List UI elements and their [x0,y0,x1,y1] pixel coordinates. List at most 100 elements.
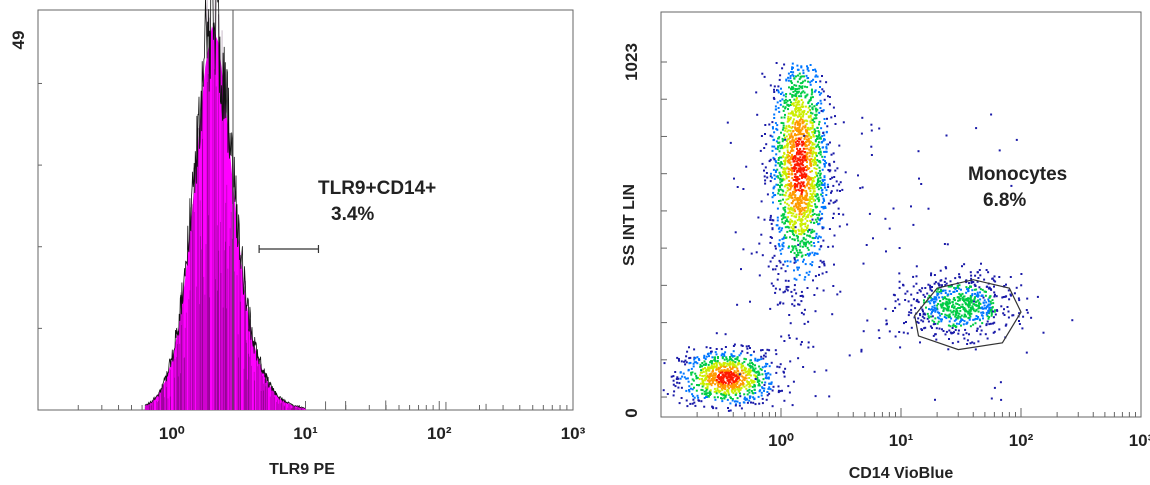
scatter-point [972,281,975,283]
scatter-point [792,246,795,249]
scatter-x-tick-label: 10² [1009,431,1034,450]
scatter-point [749,300,751,303]
scatter-point [724,392,727,395]
scatter-point [939,300,942,303]
scatter-point [686,405,689,408]
scatter-point [905,321,907,323]
scatter-point [780,116,783,119]
scatter-point [710,350,712,353]
scatter-point [819,107,822,109]
scatter-point [800,255,803,258]
scatter-point [808,228,811,231]
scatter-point [763,384,766,386]
scatter-point [709,352,712,355]
scatter-point [800,108,802,111]
scatter-point [701,392,704,395]
scatter-point [805,144,808,147]
scatter-point [676,356,679,359]
scatter-point [822,260,825,263]
scatter-point [815,110,818,113]
scatter-point [964,309,967,312]
scatter-point [807,207,810,210]
scatter-point [753,397,756,400]
scatter-point [764,372,767,375]
scatter-point [747,381,750,383]
scatter-point [794,194,797,197]
scatter-point [725,365,728,368]
scatter-point [792,71,795,74]
scatter-point [810,185,813,187]
scatter-point [718,363,721,366]
scatter-point [720,376,723,378]
scatter-point [784,201,786,204]
scatter-point [818,183,821,186]
scatter-point [753,384,756,387]
scatter-point [912,275,915,278]
scatter-point [973,283,976,286]
scatter-point [815,235,818,238]
scatter-point [812,345,815,348]
scatter-point [960,288,962,291]
scatter-point [731,399,734,402]
scatter-point [802,140,805,143]
scatter-point [795,75,797,78]
scatter-point [778,245,781,248]
scatter-point [729,376,732,379]
scatter-point [986,337,989,340]
scatter-point [933,274,936,276]
scatter-point [731,377,734,380]
scatter-point [804,166,807,169]
scatter-point [738,384,741,387]
scatter-point [783,178,786,181]
scatter-point [728,372,731,374]
scatter-point [790,71,793,73]
scatter-point [984,333,987,336]
scatter-point [803,172,806,175]
scatter-point [986,305,989,308]
scatter-point [822,132,825,134]
scatter-point [794,173,797,176]
scatter-point [780,87,782,90]
scatter-point [988,306,991,309]
scatter-point [988,300,990,303]
scatter-point [787,104,790,107]
scatter-point [781,247,784,250]
scatter-point [714,365,717,368]
scatter-point [917,301,920,304]
scatter-point [784,222,786,225]
scatter-point [787,76,790,79]
scatter-point [729,356,731,358]
scatter-point [805,215,808,218]
scatter-point [783,185,786,188]
scatter-point [783,236,786,239]
scatter-point [725,358,728,361]
scatter-point [797,108,800,111]
scatter-point [704,364,707,366]
scatter-point [711,370,714,373]
scatter-point [674,371,677,373]
scatter-point [810,215,813,218]
scatter-point [779,199,782,202]
scatter-point [823,264,826,267]
scatter-point [988,316,991,319]
scatter-point [792,90,795,93]
scatter-point [825,369,828,372]
scatter-point [958,312,961,315]
scatter-point [679,377,682,380]
scatter-point [728,375,730,378]
scatter-point [745,165,748,168]
scatter-point [960,305,963,308]
scatter-point [788,337,791,339]
scatter-point [720,369,723,372]
scatter-point [967,290,970,293]
scatter-point [976,271,979,274]
scatter-point [733,390,736,393]
scatter-point [814,203,817,206]
scatter-point [758,274,761,277]
scatter-point [744,368,747,371]
scatter-point [783,102,786,104]
scatter-point [776,89,778,92]
scatter-point [807,254,810,257]
scatter-point [811,112,814,115]
scatter-point [785,79,788,82]
